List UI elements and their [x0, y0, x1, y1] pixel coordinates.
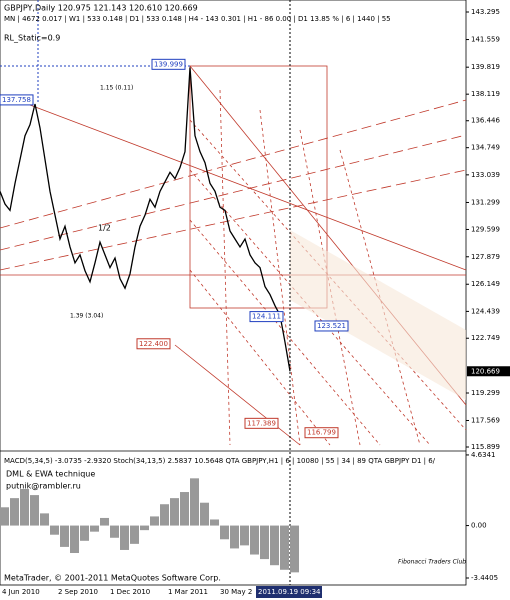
- x-tick-label: 30 May 2: [220, 588, 252, 596]
- fib-box: [189, 65, 328, 309]
- credit: DML & EWA technique: [6, 470, 95, 479]
- price-tag-label: 122.400: [139, 340, 168, 348]
- y-tick-label: 131.299: [471, 198, 500, 206]
- indicator-header: MACD(5,34,5) -3.0735 -2.9320 Stoch(34,13…: [4, 457, 436, 465]
- y-tick-label: 133.039: [471, 171, 500, 179]
- y-tick-label: 0.00: [471, 522, 487, 530]
- symbol-header: GBPJPY,Daily 120.975 121.143 120.610 120…: [4, 4, 198, 13]
- macd-bar: [30, 495, 39, 526]
- price-tag-label: 137.758: [2, 96, 31, 104]
- macd-bar: [240, 525, 249, 546]
- price-tag-label: 124.111: [252, 313, 281, 321]
- fib-line: [189, 219, 381, 446]
- macd-bar: [280, 525, 289, 570]
- fib-drawings: [0, 0, 467, 446]
- y-tick-label: 124.439: [471, 307, 500, 315]
- price-tag: [151, 58, 186, 70]
- channel-fill: [290, 230, 466, 400]
- x-tick-label: 2011.09.19 09:34: [258, 588, 321, 596]
- y-tick-label: 129.599: [471, 225, 500, 233]
- y-tick-label: 141.559: [471, 36, 500, 44]
- macd-bar: [40, 513, 49, 526]
- macd-bar: [180, 492, 189, 526]
- fib-line: [219, 89, 231, 446]
- macd-bar: [220, 525, 229, 540]
- price-tag: [136, 338, 171, 350]
- note: 1/2: [98, 224, 111, 233]
- price-tag: [314, 320, 349, 332]
- macd-bar: [200, 502, 209, 526]
- macd-bar: [190, 478, 199, 526]
- macd-bar: [140, 525, 149, 531]
- y-tick-label: 117.569: [471, 416, 500, 424]
- price-tag-label: 123.521: [317, 322, 346, 330]
- macd-bar: [70, 525, 79, 554]
- y-tick-label: 115.899: [471, 443, 500, 451]
- fan-line: [0, 134, 467, 251]
- y-tick-label: 127.879: [471, 253, 500, 261]
- x-tick-label: 1 Dec 2010: [110, 588, 150, 596]
- price-tag-label: 116.799: [307, 429, 336, 437]
- y-tick-label: 126.149: [471, 280, 500, 288]
- y-tick-label: 122.749: [471, 334, 500, 342]
- timeframe-header: MN | 4672 0.017 | W1 | 533 0.148 | D1 | …: [4, 15, 391, 23]
- macd-bar: [60, 525, 69, 547]
- y-tick-label: 4.6341: [471, 451, 496, 459]
- macd-bar: [80, 525, 89, 541]
- macd-bar: [250, 525, 259, 555]
- macd-bar: [0, 507, 9, 526]
- x-tick-label: 1 Mar 2011: [168, 588, 208, 596]
- footer: MetaTrader, © 2001-2011 MetaQuotes Softw…: [4, 574, 221, 583]
- current-price-label: 120.669: [471, 367, 500, 375]
- y-tick-label: 139.819: [471, 63, 500, 71]
- y-tick-label: 134.749: [471, 144, 500, 152]
- macd-bar: [170, 498, 179, 526]
- y-tick-label: 136.446: [471, 117, 500, 125]
- x-tick-label: 2 Sep 2010: [58, 588, 98, 596]
- credit: putnik@rambler.ru: [6, 482, 81, 491]
- macd-bar: [290, 525, 299, 573]
- macd-bar: [160, 504, 169, 526]
- fan-line: [0, 99, 467, 229]
- macd-bar: [210, 519, 219, 526]
- macd-bar: [260, 525, 269, 560]
- macd-bar: [90, 525, 99, 532]
- price-tag: [244, 417, 279, 429]
- macd-bar: [120, 525, 129, 550]
- channel-line: [29, 104, 467, 271]
- macd-bar: [130, 525, 139, 544]
- price-line: [0, 67, 291, 372]
- price-tag-label: 139.999: [154, 60, 183, 68]
- macd-bar: [110, 525, 119, 538]
- price-tag: [249, 311, 284, 323]
- channel-line: [174, 344, 301, 446]
- time-cursor-box: [256, 586, 322, 598]
- macd-bar: [50, 525, 59, 535]
- fib-line: [259, 109, 301, 446]
- current-price-box: [467, 366, 510, 377]
- note: 1.39 (3.04): [70, 313, 103, 320]
- fib-line: [189, 269, 331, 446]
- price-tag: [304, 427, 339, 439]
- macd-bar: [150, 516, 159, 526]
- y-tick-label: 138.119: [471, 90, 500, 98]
- y-tick-label: 119.299: [471, 389, 500, 397]
- note: 1.15 (0.11): [100, 85, 133, 92]
- macd-bar: [230, 525, 239, 549]
- credit: Fibonacci Traders Club: [398, 559, 466, 566]
- price-tag: [0, 94, 34, 106]
- y-tick-label: -3.4405: [471, 574, 498, 582]
- macd-bar: [10, 498, 19, 526]
- x-tick-label: 4 Jun 2010: [2, 588, 40, 596]
- macd-bar: [20, 488, 29, 526]
- y-tick-label: 143.295: [471, 8, 500, 16]
- indicator-label: RL_Static=0.9: [4, 34, 60, 43]
- macd-bar: [100, 517, 109, 526]
- macd-bar: [270, 525, 279, 566]
- price-tag-label: 117.389: [247, 419, 276, 427]
- fan-line: [0, 169, 467, 271]
